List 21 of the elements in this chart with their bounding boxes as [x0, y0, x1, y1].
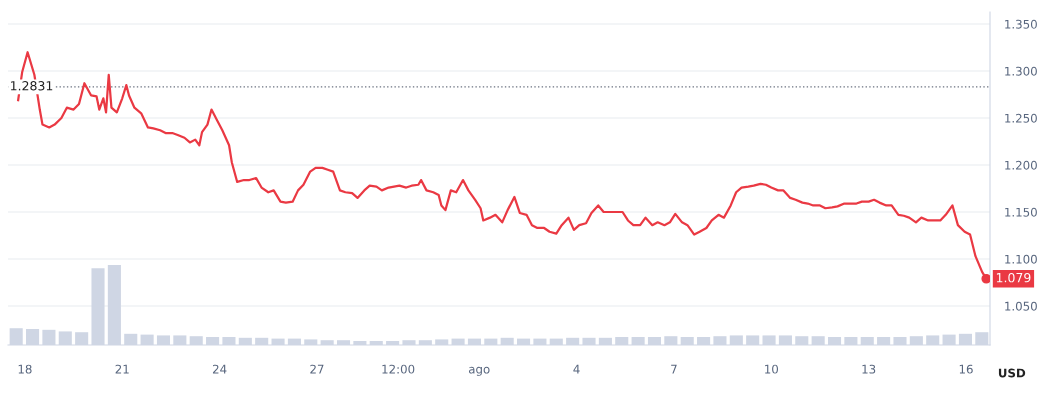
- x-tick-label: 10: [765, 364, 779, 374]
- y-tick-label: 1.050: [1005, 301, 1037, 311]
- x-tick-label: 18: [18, 364, 32, 374]
- x-tick-label: 16: [959, 364, 973, 374]
- ref-line-label: 1.2831: [11, 81, 53, 91]
- y-tick-label: 1.200: [1005, 160, 1037, 170]
- y-tick-label: 1.100: [1005, 254, 1037, 264]
- annotation: 1.079: [996, 272, 1031, 283]
- y-tick-label: 1.250: [1005, 113, 1037, 123]
- x-tick-label: 27: [310, 364, 324, 374]
- y-tick-label: 1.150: [1005, 207, 1037, 217]
- y-tick-label: 1.300: [1005, 66, 1037, 76]
- y-axis-title: USD: [998, 368, 1026, 378]
- x-tick-label: 24: [212, 364, 227, 374]
- x-tick-label: 4: [573, 364, 580, 374]
- x-tick-label: ago: [468, 366, 490, 376]
- y-tick-label: 1.350: [1005, 19, 1037, 29]
- x-tick-label: 12:00: [382, 364, 415, 374]
- x-tick-label: 7: [671, 364, 677, 374]
- x-tick-label: 13: [862, 364, 876, 374]
- x-tick-label: 21: [115, 364, 129, 374]
